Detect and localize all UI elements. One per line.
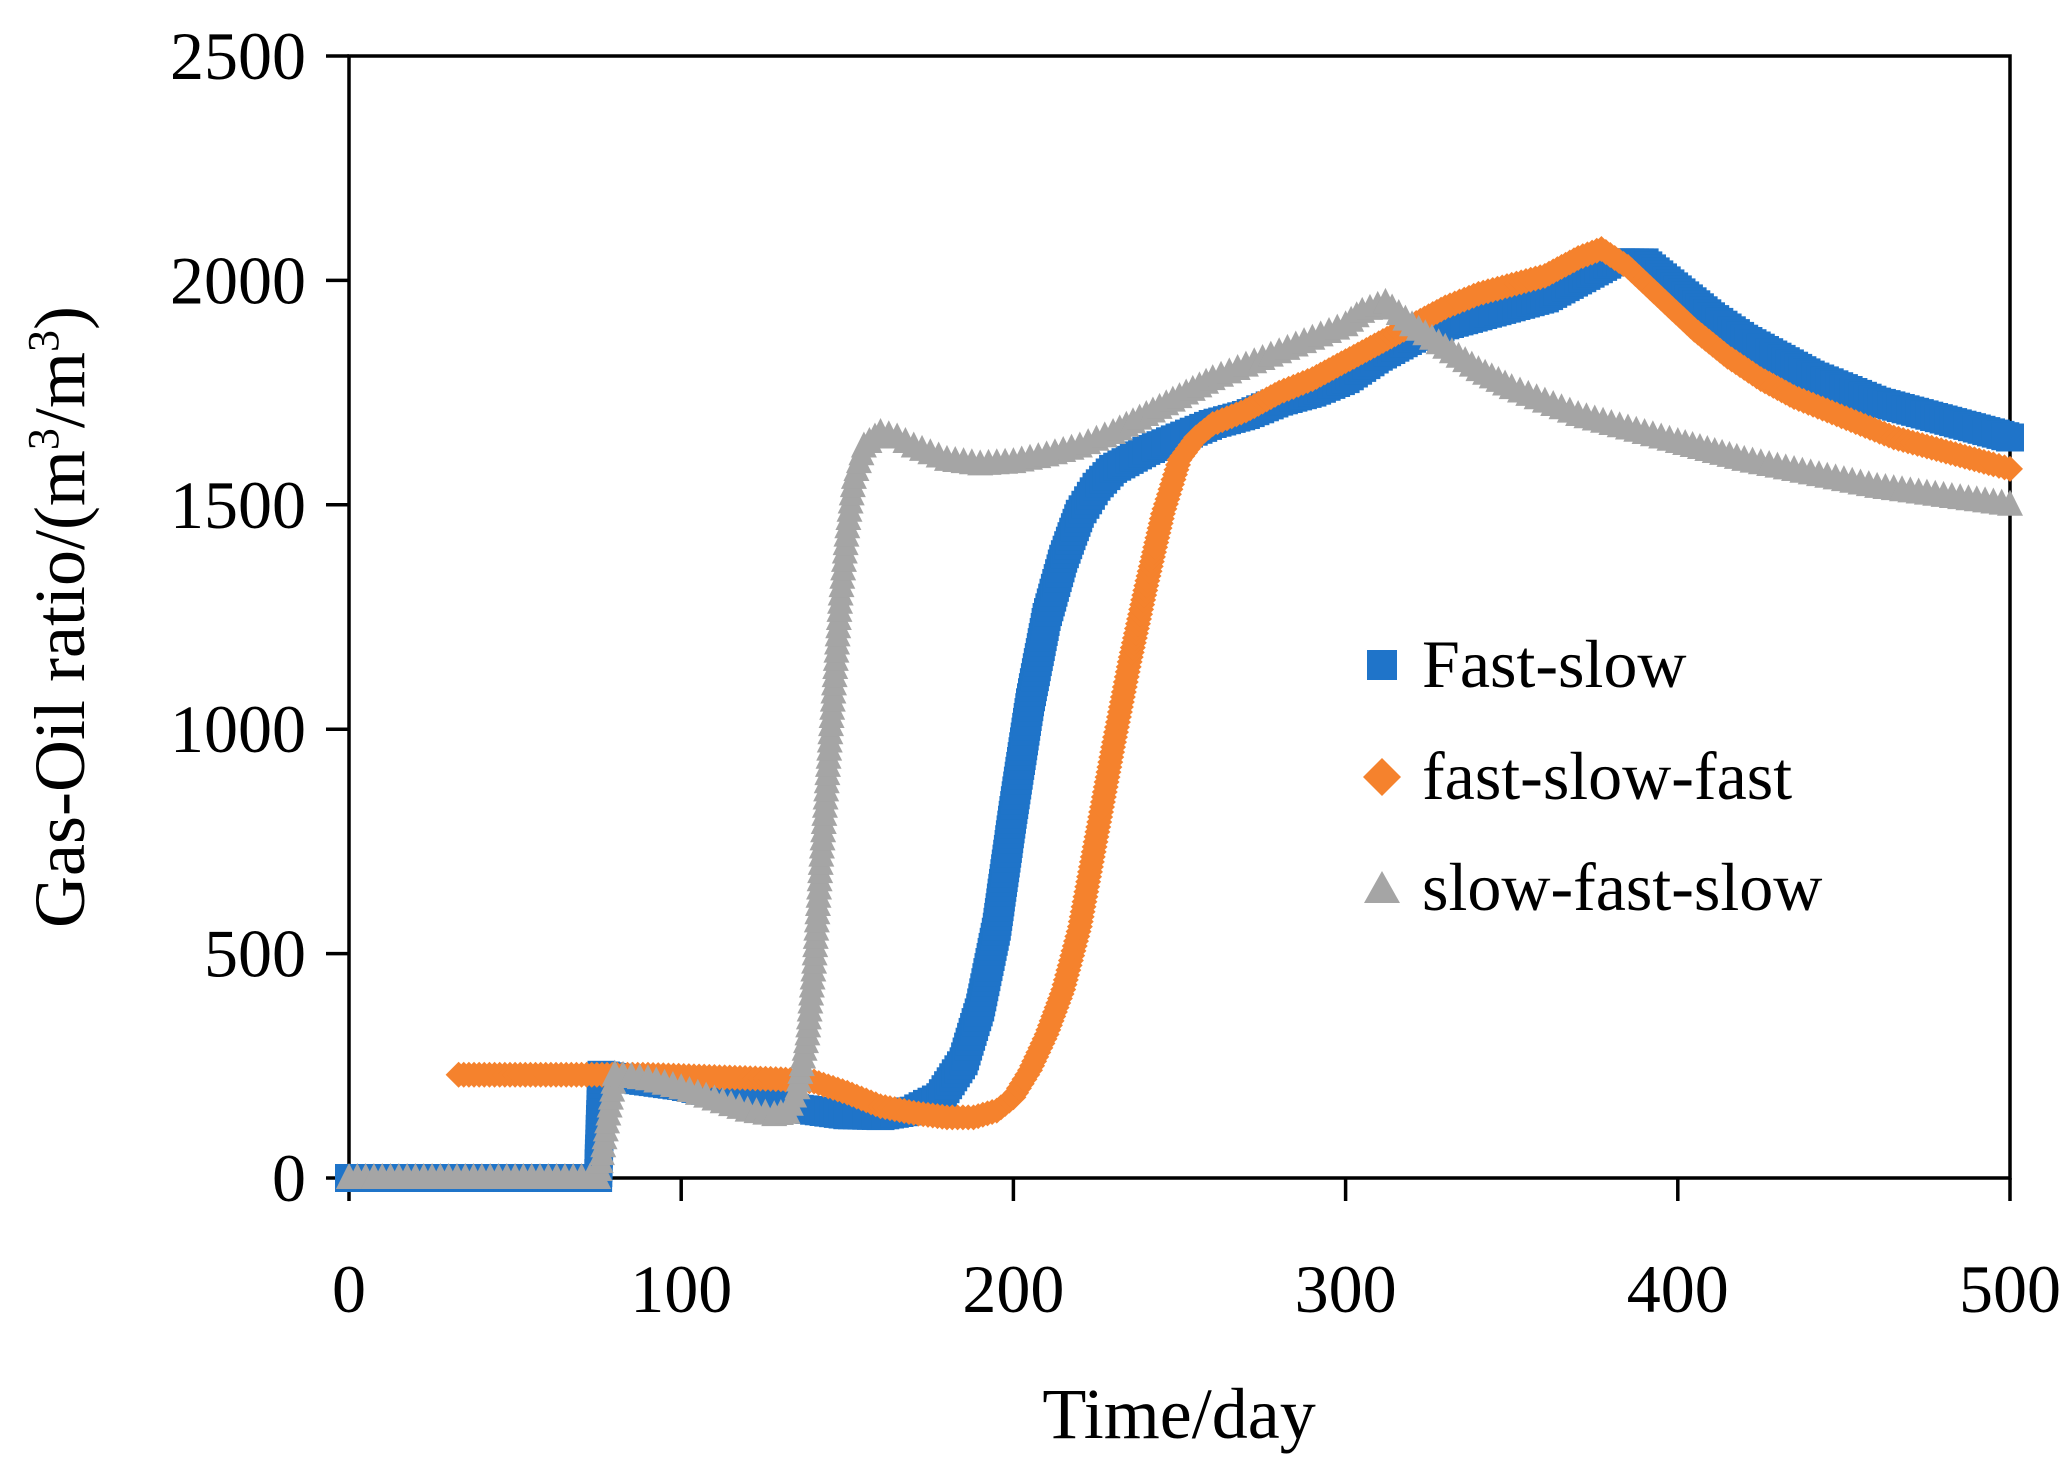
marker-triangle (1997, 489, 2023, 516)
x-tick-label: 400 (1627, 1251, 1729, 1327)
y-axis-title-sup: 3 (19, 428, 68, 450)
y-axis-title-sup: 3 (19, 330, 68, 352)
x-tick-label: 300 (1295, 1251, 1397, 1327)
series-slow-fast-slow (336, 287, 2023, 1189)
y-tick-marks (326, 54, 349, 1180)
y-axis-title-mid: /m (20, 352, 100, 428)
x-axis-title: Time/day (1042, 1374, 1315, 1454)
legend-item-slow-fast-slow: slow-fast-slow (1364, 849, 1822, 925)
plot-frame (347, 54, 2012, 1180)
y-tick-label: 1500 (170, 467, 306, 543)
x-tick-label: 100 (630, 1251, 732, 1327)
legend-label: fast-slow-fast (1422, 738, 1792, 814)
marker-diamond (1997, 455, 2023, 482)
x-tick-label: 200 (962, 1251, 1064, 1327)
y-tick-label: 2500 (170, 18, 306, 94)
y-tick-label: 1000 (170, 691, 306, 767)
series-layer (335, 235, 2024, 1192)
legend-marker-triangle (1364, 871, 1400, 903)
legend-label: slow-fast-slow (1422, 849, 1822, 925)
y-axis-title-main: Gas-Oil ratio/(m (20, 450, 100, 928)
y-tick-label: 500 (204, 916, 306, 992)
y-tick-label: 0 (272, 1140, 306, 1216)
legend-item-fast-slow-fast: fast-slow-fast (1363, 738, 1792, 814)
legend: Fast-slow fast-slow-fast slow-fast-slow (1363, 626, 1822, 925)
marker-square (1996, 423, 2024, 452)
x-tick-label: 500 (1959, 1251, 2061, 1327)
y-axis-title-end: ) (20, 306, 100, 330)
legend-marker-diamond (1363, 758, 1401, 796)
y-axis-title: Gas-Oil ratio/(m3/m3) (19, 306, 100, 928)
y-tick-labels: 0 500 1000 1500 2000 2500 (170, 18, 306, 1216)
legend-item-fast-slow: Fast-slow (1367, 626, 1686, 702)
x-tick-label: 0 (332, 1251, 366, 1327)
legend-marker-square (1367, 650, 1397, 680)
x-tick-labels: 0 100 200 300 400 500 (332, 1251, 2061, 1327)
legend-label: Fast-slow (1422, 626, 1686, 702)
y-tick-label: 2000 (170, 242, 306, 318)
